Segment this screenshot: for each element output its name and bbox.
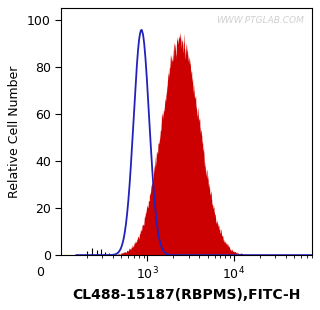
X-axis label: CL488-15187(RBPMS),FITC-H: CL488-15187(RBPMS),FITC-H [72,288,300,302]
Y-axis label: Relative Cell Number: Relative Cell Number [8,65,21,198]
Text: WWW.PTGLAB.COM: WWW.PTGLAB.COM [216,16,304,25]
Text: 0: 0 [36,266,44,279]
